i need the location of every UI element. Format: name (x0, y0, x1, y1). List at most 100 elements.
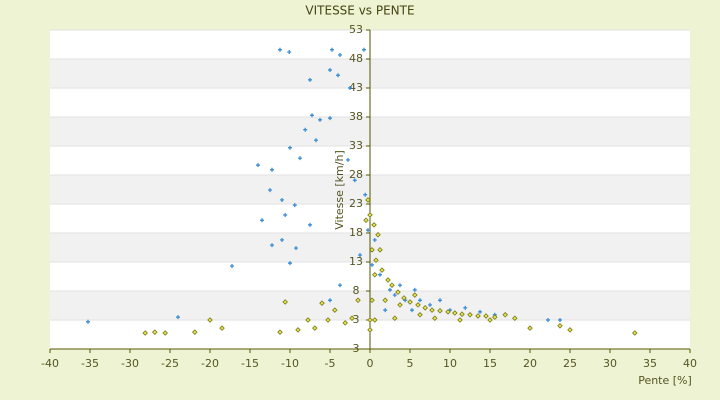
point (432, 315, 438, 322)
point (365, 197, 371, 203)
point (328, 68, 332, 73)
point (370, 262, 374, 267)
point (367, 327, 373, 333)
point (288, 145, 292, 150)
point (336, 73, 340, 78)
point (325, 317, 331, 323)
point (372, 317, 378, 323)
point (305, 317, 311, 323)
point (312, 325, 318, 331)
point (397, 302, 403, 308)
point (280, 197, 284, 202)
point (260, 218, 264, 223)
point (372, 237, 377, 242)
point (410, 308, 414, 313)
y-axis-title: Vitesse [km/h] (333, 150, 346, 230)
point (349, 315, 355, 322)
point (487, 317, 493, 323)
y-tick-label: 23 (349, 197, 363, 210)
point (438, 298, 442, 303)
point (362, 47, 366, 52)
point (330, 47, 334, 52)
point (392, 315, 398, 322)
point (338, 283, 342, 288)
point (363, 192, 368, 197)
y-tick-label: 3 (353, 313, 360, 326)
y-tick-label: 48 (349, 52, 363, 65)
point (418, 298, 422, 303)
x-tick-label: 5 (407, 357, 414, 370)
point (527, 325, 533, 331)
x-tick-label: -25 (161, 357, 179, 370)
point (352, 178, 357, 183)
point (475, 313, 481, 319)
point (86, 319, 90, 324)
point (318, 117, 322, 122)
point (277, 329, 283, 335)
point (382, 297, 388, 304)
point (358, 253, 362, 258)
point (457, 317, 463, 323)
point (558, 318, 562, 322)
point (328, 298, 332, 303)
point (346, 157, 350, 162)
point (483, 313, 489, 319)
point (412, 287, 417, 292)
x-tick-label: 25 (563, 357, 577, 370)
point (417, 312, 423, 318)
point (437, 307, 443, 314)
point (467, 312, 473, 318)
point (407, 299, 413, 305)
chart-title: VITESSE vs PENTE (305, 4, 414, 18)
y-tick-label: 53 (349, 23, 363, 36)
x-tick-label: 0 (367, 357, 374, 370)
point (452, 310, 458, 316)
point (415, 302, 421, 308)
point (375, 231, 381, 238)
point (395, 289, 401, 295)
point (388, 287, 392, 292)
point (280, 237, 284, 242)
x-tick-label: 20 (523, 357, 537, 370)
plot-layer: 338131823283338434853-40-35-30-25-20-15-… (41, 23, 697, 370)
point (412, 292, 418, 298)
point (428, 302, 432, 307)
x-tick-label: -20 (201, 357, 219, 370)
y-tick-label: 13 (349, 255, 363, 268)
x-tick-label: -10 (281, 357, 299, 370)
point (492, 314, 498, 320)
point (270, 167, 274, 172)
x-tick-label: -40 (41, 357, 59, 370)
point (366, 228, 370, 233)
point (383, 308, 388, 313)
y-tick-label: 28 (349, 168, 363, 181)
point (355, 297, 361, 304)
point (270, 243, 274, 248)
point (230, 264, 234, 269)
x-tick-label: 30 (603, 357, 617, 370)
x-tick-label: 35 (643, 357, 657, 370)
point (422, 305, 428, 311)
point (546, 318, 550, 322)
point (278, 47, 282, 52)
point (308, 222, 312, 227)
point (162, 330, 168, 336)
x-tick-label: -35 (81, 357, 99, 370)
x-tick-label: 15 (483, 357, 497, 370)
point (429, 307, 435, 313)
point (367, 317, 373, 323)
point (308, 77, 312, 82)
point (372, 271, 378, 278)
point (328, 116, 332, 121)
y-tick-label: 43 (349, 81, 363, 94)
point (369, 297, 375, 304)
point (288, 261, 292, 266)
point (389, 282, 395, 288)
point (176, 315, 180, 320)
y-tick-label: 8 (353, 284, 360, 297)
point (332, 307, 338, 313)
point (378, 272, 382, 277)
point (557, 323, 563, 329)
point (268, 188, 272, 193)
